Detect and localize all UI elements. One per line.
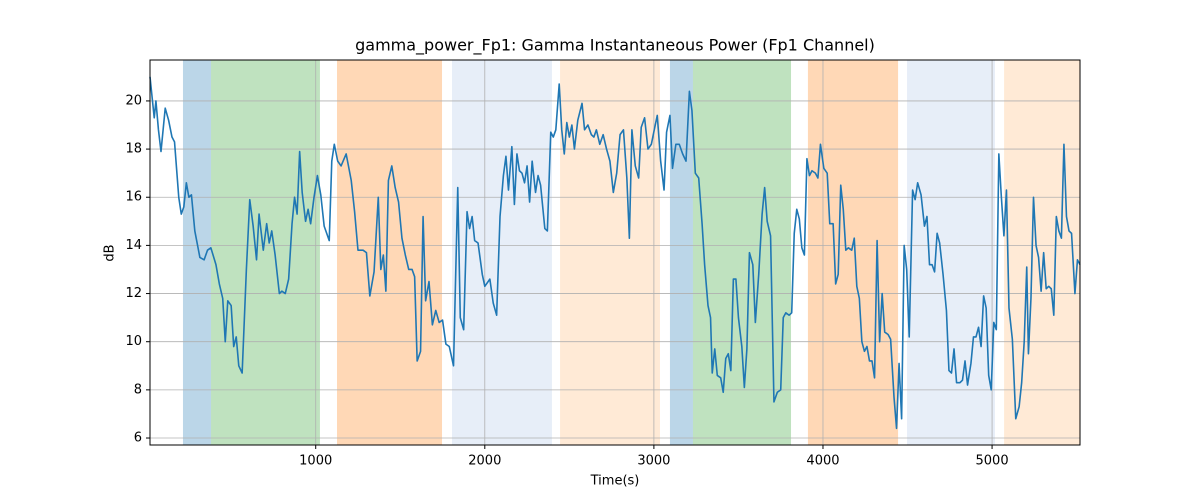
span (451, 60, 552, 445)
x-tick-label: 1000 (299, 454, 332, 469)
y-tick-label: 8 (134, 382, 142, 397)
y-axis-label: dB (103, 244, 118, 261)
lines (149, 76, 1081, 430)
ticks: 1000 2000 3000 4000 5000 6 8 10 12 14 16 18 20 (125, 93, 1008, 468)
y-tick-label: 6 (134, 431, 142, 446)
x-tick-label: 3000 (637, 454, 670, 469)
span (692, 60, 792, 445)
y-tick-label: 10 (125, 334, 142, 349)
spans (182, 60, 1080, 445)
x-tick-label: 2000 (468, 454, 501, 469)
span (1004, 60, 1080, 445)
plot-frame (149, 59, 1081, 446)
span (807, 60, 899, 445)
x-tick-label: 4000 (806, 454, 839, 469)
data-line (149, 76, 1081, 430)
span (337, 60, 443, 445)
chart-title: gamma_power_Fp1: Gamma Instantaneous Pow… (355, 36, 875, 56)
grid (150, 60, 1080, 445)
y-tick-label: 12 (125, 286, 142, 301)
span (211, 60, 320, 445)
span (907, 60, 995, 445)
span (669, 60, 693, 445)
y-tick-label: 16 (125, 190, 142, 205)
y-tick-label: 18 (125, 142, 142, 157)
y-tick-label: 20 (125, 93, 142, 108)
x-axis-label: Time(s) (590, 474, 640, 489)
x-tick-label: 5000 (976, 454, 1009, 469)
y-tick-label: 14 (125, 238, 142, 253)
